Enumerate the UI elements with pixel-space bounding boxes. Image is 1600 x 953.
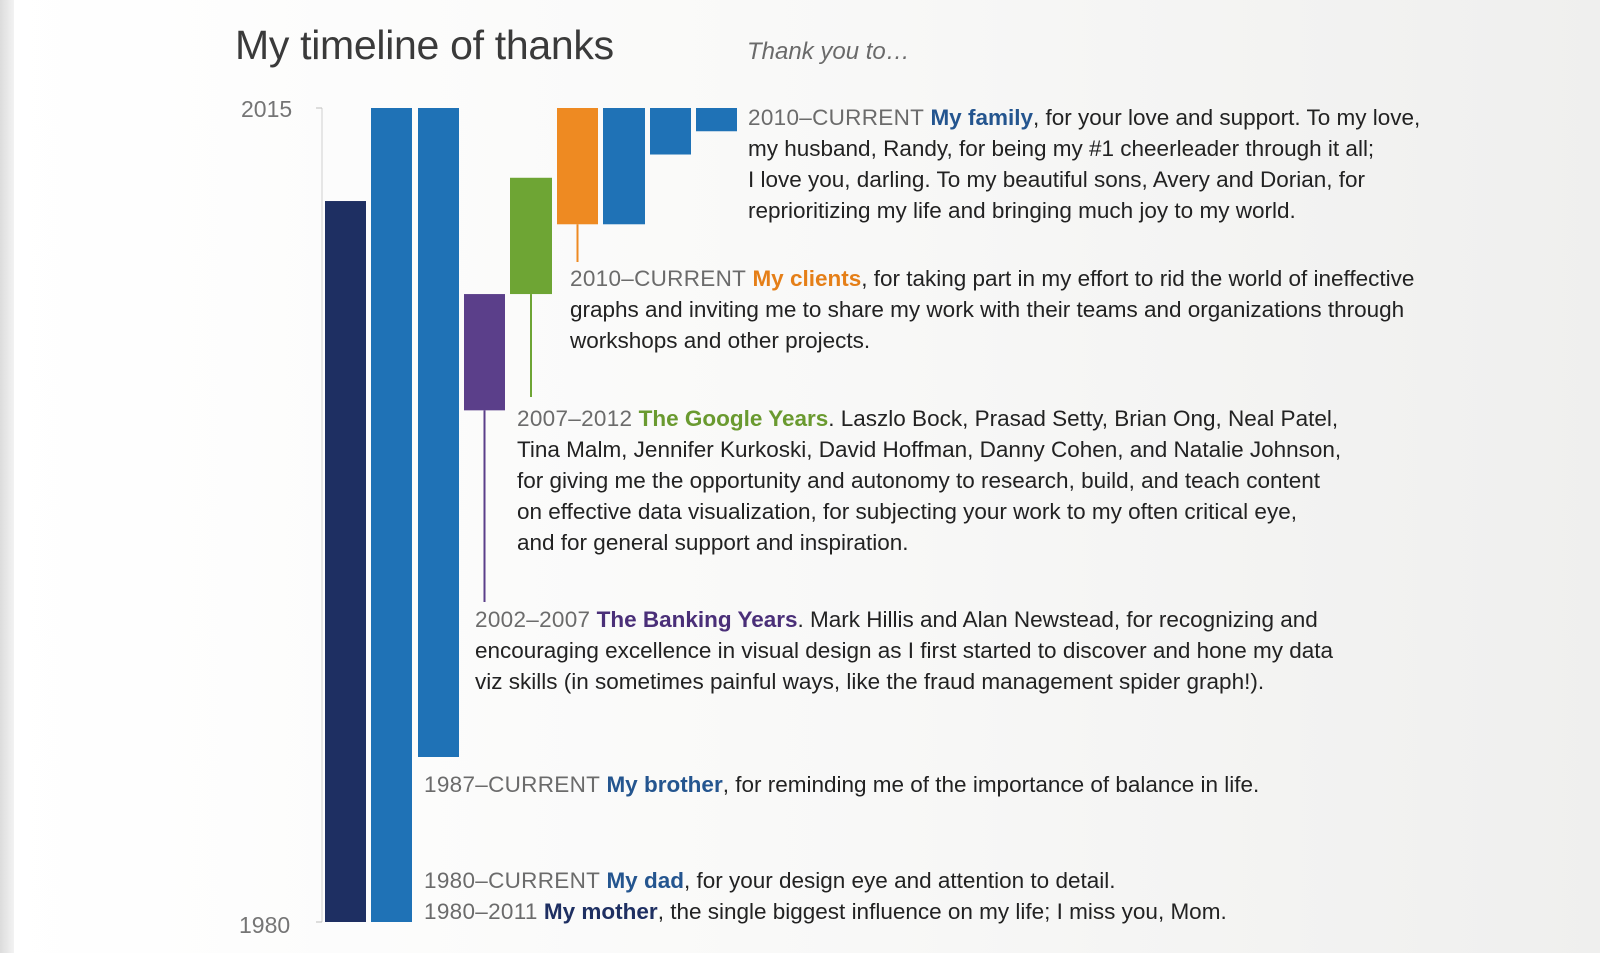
- entry-google: 2007–2012 The Google Years. Laszlo Bock,…: [517, 403, 1341, 558]
- entry-family-line-2: my husband, Randy, for being my #1 cheer…: [748, 136, 1375, 161]
- bar-my-dad: [371, 108, 412, 922]
- entry-mother-line-1: 1980–2011 My mother, the single biggest …: [424, 896, 1227, 927]
- bar-the-google-years: [510, 177, 552, 295]
- entry-brother-period: 1987–CURRENT: [424, 772, 601, 797]
- entry-clients-period: 2010–CURRENT: [570, 266, 747, 291]
- bar-avery: [650, 108, 691, 155]
- chart-title: My timeline of thanks: [235, 22, 614, 68]
- entry-dad-period: 1980–CURRENT: [424, 868, 601, 893]
- entry-brother: 1987–CURRENT My brother, for reminding m…: [424, 769, 1259, 800]
- entry-banking-line-3: viz skills (in sometimes painful ways, l…: [475, 669, 1265, 694]
- entry-banking-period: 2002–2007: [475, 607, 591, 632]
- entry-banking: 2002–2007 The Banking Years. Mark Hillis…: [475, 604, 1333, 697]
- tick-label-2015: 2015: [241, 96, 293, 122]
- entry-clients-name: My clients: [752, 266, 862, 291]
- entry-mother-name: My mother: [543, 899, 658, 924]
- bar-the-banking-years: [464, 294, 505, 411]
- entry-family-line-3: I love you, darling. To my beautiful son…: [748, 167, 1366, 192]
- timeline-chart: [316, 107, 737, 923]
- bar-my-brother: [418, 108, 459, 757]
- entry-mother: 1980–2011 My mother, the single biggest …: [424, 896, 1227, 927]
- page-edge-shadow: [0, 0, 14, 953]
- entry-clients: 2010–CURRENT My clients, for taking part…: [570, 263, 1414, 356]
- entry-banking-line-2: encouraging excellence in visual design …: [475, 638, 1333, 663]
- entry-family: 2010–CURRENT My family, for your love an…: [748, 102, 1420, 226]
- entry-banking-name: The Banking Years: [596, 607, 798, 632]
- entry-google-name: The Google Years: [638, 406, 829, 431]
- entry-family-line-4: reprioritizing my life and bringing much…: [748, 198, 1296, 223]
- entry-banking-text-1: . Mark Hillis and Alan Newstead, for rec…: [797, 607, 1318, 632]
- entry-google-text-1: . Laszlo Bock, Prasad Setty, Brian Ong, …: [828, 406, 1339, 431]
- tick-label-1980: 1980: [239, 912, 291, 938]
- entry-google-line-5: and for general support and inspiration.: [517, 530, 909, 555]
- entry-family-line-1: 2010–CURRENT My family, for your love an…: [748, 102, 1420, 133]
- entry-google-line-3: for giving me the opportunity and autono…: [517, 468, 1321, 493]
- entry-google-line-2: Tina Malm, Jennifer Kurkoski, David Hoff…: [517, 437, 1342, 462]
- entry-brother-text-1: , for reminding me of the importance of …: [722, 772, 1260, 797]
- entry-brother-line-1: 1987–CURRENT My brother, for reminding m…: [424, 769, 1259, 800]
- entry-dad-line-1: 1980–CURRENT My dad, for your design eye…: [424, 865, 1116, 896]
- bar-my-mother: [325, 201, 366, 922]
- entry-mother-period: 1980–2011: [424, 899, 538, 924]
- entry-clients-line-1: 2010–CURRENT My clients, for taking part…: [570, 263, 1414, 294]
- entry-banking-line-1: 2002–2007 The Banking Years. Mark Hillis…: [475, 604, 1333, 635]
- entry-family-name: My family: [930, 105, 1033, 130]
- entry-clients-line-2: graphs and inviting me to share my work …: [570, 297, 1405, 322]
- entry-dad-text-1: , for your design eye and attention to d…: [683, 868, 1116, 893]
- bar-dorian: [696, 108, 737, 132]
- entry-google-period: 2007–2012: [517, 406, 633, 431]
- entry-google-line-4: on effective data visualization, for sub…: [517, 499, 1297, 524]
- entry-brother-name: My brother: [606, 772, 723, 797]
- entry-family-period: 2010–CURRENT: [748, 105, 925, 130]
- entry-clients-line-3: workshops and other projects.: [570, 328, 871, 353]
- entry-family-text-1: , for your love and support. To my love,: [1032, 105, 1421, 130]
- entry-dad-name: My dad: [606, 868, 684, 893]
- entry-dad: 1980–CURRENT My dad, for your design eye…: [424, 865, 1116, 896]
- bar-my-family: [603, 108, 645, 225]
- entry-mother-text-1: , the single biggest influence on my lif…: [657, 899, 1227, 924]
- bar-my-clients: [557, 108, 598, 225]
- chart-subtitle: Thank you to…: [747, 38, 910, 65]
- entry-google-line-1: 2007–2012 The Google Years. Laszlo Bock,…: [517, 403, 1341, 434]
- entry-clients-text-1: , for taking part in my effort to rid th…: [861, 266, 1415, 291]
